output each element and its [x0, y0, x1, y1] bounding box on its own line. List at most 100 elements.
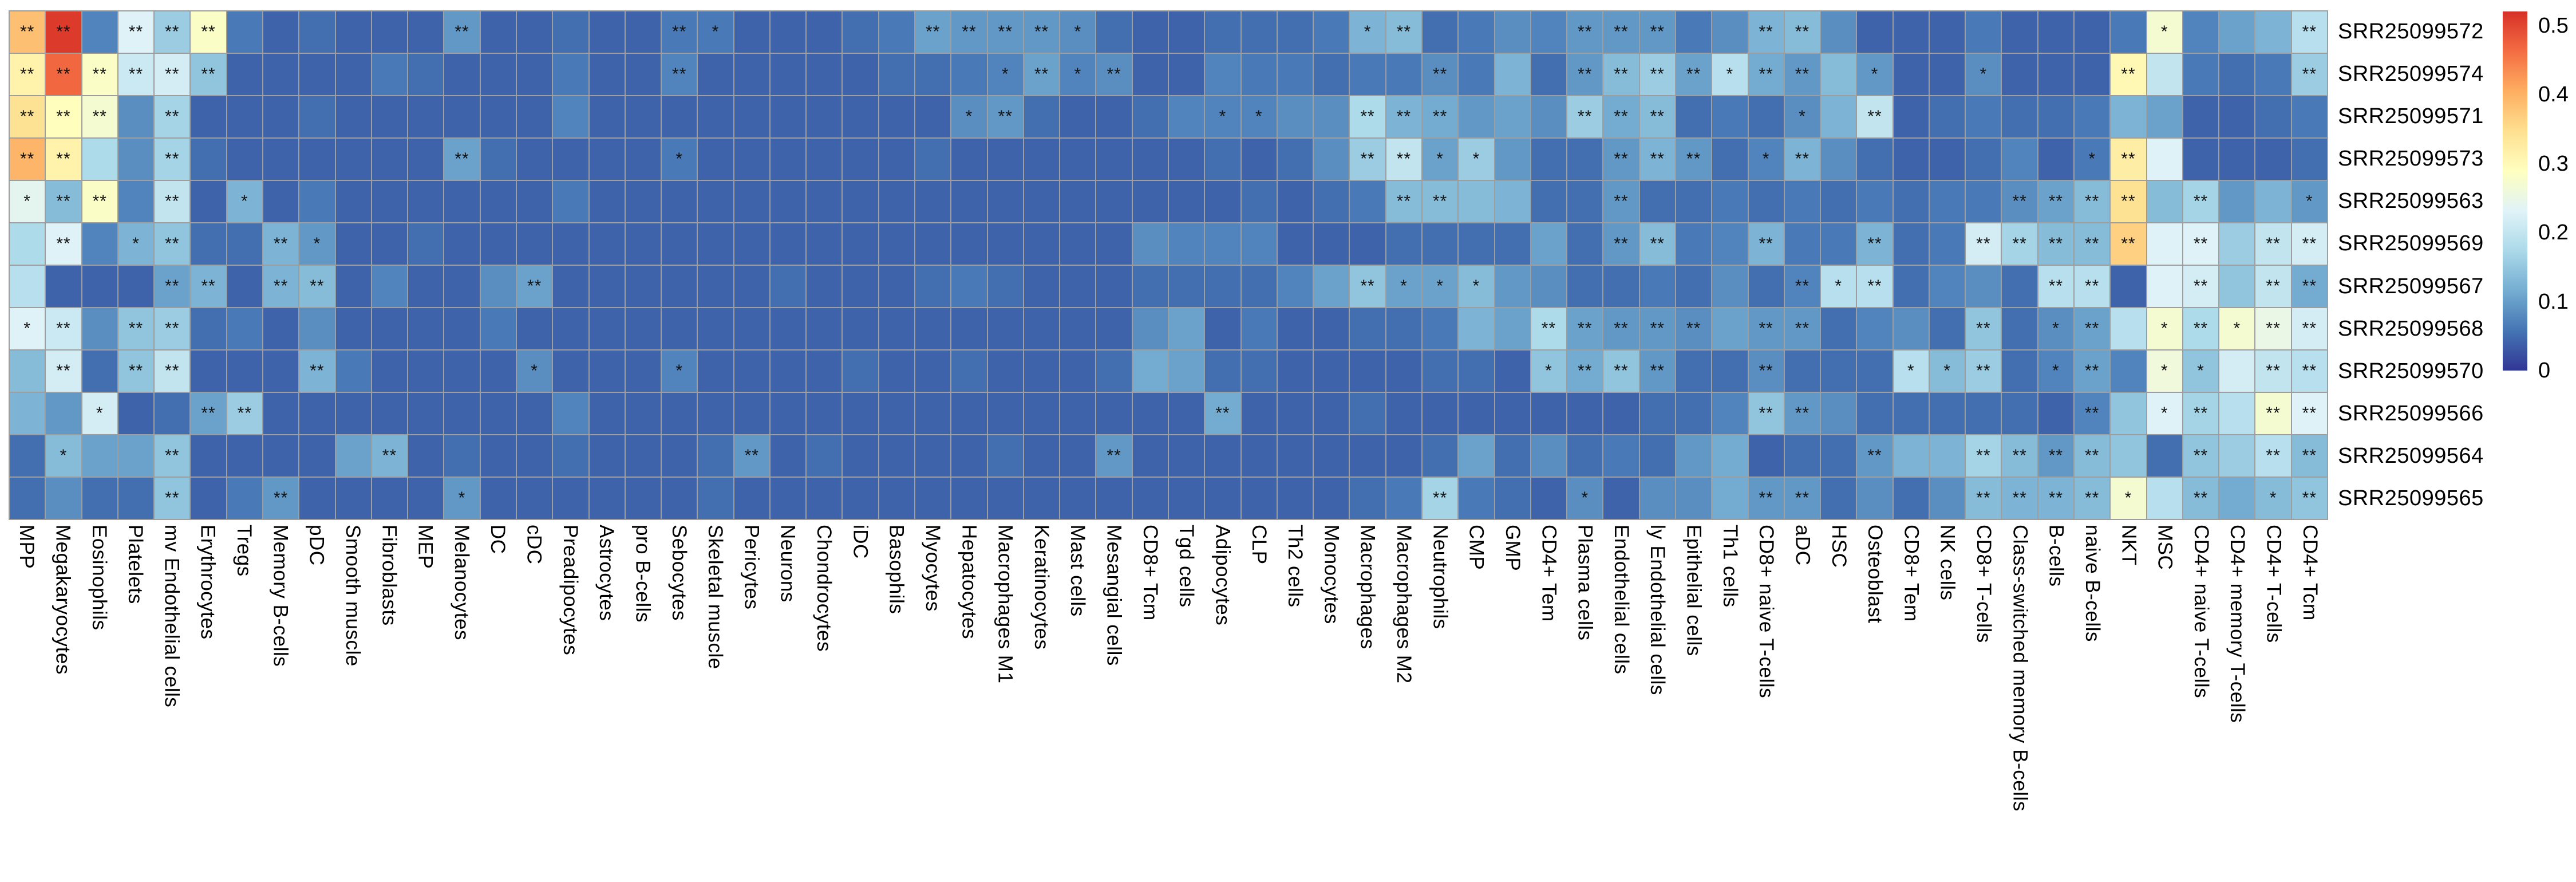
column-label-slot: Mesangial cells: [1096, 525, 1132, 880]
heatmap-cell: **: [1603, 54, 1639, 95]
heatmap-cell: [2111, 266, 2146, 307]
heatmap-cell: **: [1350, 266, 1385, 307]
column-label-slot: Platelets: [117, 525, 153, 880]
heatmap-cell: **: [118, 54, 154, 95]
heatmap-cell: **: [2075, 308, 2110, 349]
column-label: MEP: [414, 525, 437, 569]
column-label: cDC: [523, 525, 546, 565]
heatmap-cell: [1712, 139, 1748, 180]
heatmap-cell: [1314, 266, 1349, 307]
heatmap-cell: [553, 435, 588, 477]
heatmap-cell: [1821, 393, 1856, 434]
heatmap-cell: [589, 266, 625, 307]
heatmap-cell: **: [191, 11, 226, 53]
heatmap-cell: [2219, 54, 2255, 95]
heatmap-cell: [1169, 435, 1204, 477]
heatmap-cell: [589, 139, 625, 180]
heatmap-cell: [625, 11, 661, 53]
column-label: Smooth muscle: [341, 525, 364, 667]
column-label-slot: Epithelial cells: [1676, 525, 1712, 880]
heatmap-cell: *: [698, 11, 733, 53]
heatmap-cell: *: [46, 435, 81, 477]
heatmap-cell: [1132, 139, 1168, 180]
column-label: Basophils: [885, 525, 908, 615]
heatmap-cell: [82, 139, 117, 180]
heatmap-cell: [2038, 54, 2074, 95]
heatmap-cell: [1350, 351, 1385, 392]
heatmap-cell: **: [1748, 351, 1784, 392]
column-label-slot: Hepatocytes: [951, 525, 987, 880]
heatmap-cell: [1676, 96, 1712, 137]
heatmap-cell: [879, 478, 915, 519]
heatmap-cell: [1929, 181, 1965, 222]
heatmap-cell: [1929, 266, 1965, 307]
heatmap-cell: [1459, 351, 1494, 392]
heatmap-cell: **: [1567, 351, 1603, 392]
heatmap-cell: [516, 393, 552, 434]
heatmap-cell: [2002, 393, 2037, 434]
heatmap-cell: [1748, 181, 1784, 222]
heatmap-cell: [82, 266, 117, 307]
heatmap-cell: **: [1857, 435, 1893, 477]
heatmap-cell: [951, 478, 987, 519]
heatmap-cell: [698, 96, 733, 137]
heatmap-cell: [263, 181, 299, 222]
heatmap-cell: [987, 266, 1023, 307]
column-label: Mesangial cells: [1103, 525, 1125, 666]
column-label-slot: Eosinophils: [81, 525, 117, 880]
heatmap-cell: [1132, 478, 1168, 519]
heatmap-cell: [2291, 96, 2327, 137]
heatmap-cell: [915, 393, 951, 434]
heatmap-cell: [1169, 11, 1204, 53]
heatmap-cell: [734, 478, 769, 519]
row-label: SRR25099572: [2338, 19, 2484, 44]
heatmap-cell: **: [444, 139, 480, 180]
heatmap-cell: [2291, 139, 2327, 180]
heatmap-cell: **: [2183, 435, 2219, 477]
heatmap-cell: [480, 435, 516, 477]
heatmap-cell: **: [46, 308, 81, 349]
heatmap-cell: [1857, 308, 1893, 349]
heatmap-cell: [1784, 181, 1820, 222]
heatmap-cell: [625, 54, 661, 95]
heatmap-cell: [1966, 96, 2001, 137]
column-label-slot: Plasma cells: [1567, 525, 1603, 880]
heatmap-cell: [227, 478, 262, 519]
heatmap-cell: [807, 223, 842, 265]
heatmap-cell: [625, 96, 661, 137]
heatmap-cell: **: [2038, 435, 2074, 477]
heatmap-cell: [372, 96, 408, 137]
heatmap-cell: [299, 435, 335, 477]
heatmap-cell: **: [2291, 308, 2327, 349]
heatmap-cell: *: [1060, 54, 1096, 95]
heatmap-cell: [1132, 181, 1168, 222]
heatmap-cell: [2075, 11, 2110, 53]
heatmap-cell: [480, 96, 516, 137]
heatmap-cell: [2219, 96, 2255, 137]
heatmap-cell: [1314, 139, 1349, 180]
column-label: Plasma cells: [1574, 525, 1597, 641]
heatmap-cell: [516, 223, 552, 265]
column-label-slot: CD4+ naive T-cells: [2183, 525, 2219, 880]
heatmap-cell: **: [2183, 478, 2219, 519]
heatmap-cell: [299, 11, 335, 53]
heatmap-cell: [843, 11, 878, 53]
heatmap-cell: [1024, 393, 1060, 434]
column-label-slot: Basophils: [879, 525, 915, 880]
column-label-slot: Preadipocytes: [552, 525, 588, 880]
heatmap-cell: [1893, 11, 1929, 53]
heatmap-cell: [698, 435, 733, 477]
heatmap-cell: **: [299, 351, 335, 392]
column-label-slot: CD8+ naive T-cells: [1748, 525, 1784, 880]
heatmap-cell: *: [1929, 351, 1965, 392]
heatmap-cell: **: [915, 11, 951, 53]
heatmap-cell: **: [155, 266, 190, 307]
heatmap-cell: [1386, 54, 1421, 95]
heatmap-cell: [1857, 181, 1893, 222]
heatmap-cell: [1386, 435, 1421, 477]
heatmap-cell: **: [2291, 11, 2327, 53]
heatmap-cell: *: [444, 478, 480, 519]
column-label: Neutrophils: [1429, 525, 1452, 629]
heatmap-cell: [915, 96, 951, 137]
heatmap-cell: [1169, 351, 1204, 392]
